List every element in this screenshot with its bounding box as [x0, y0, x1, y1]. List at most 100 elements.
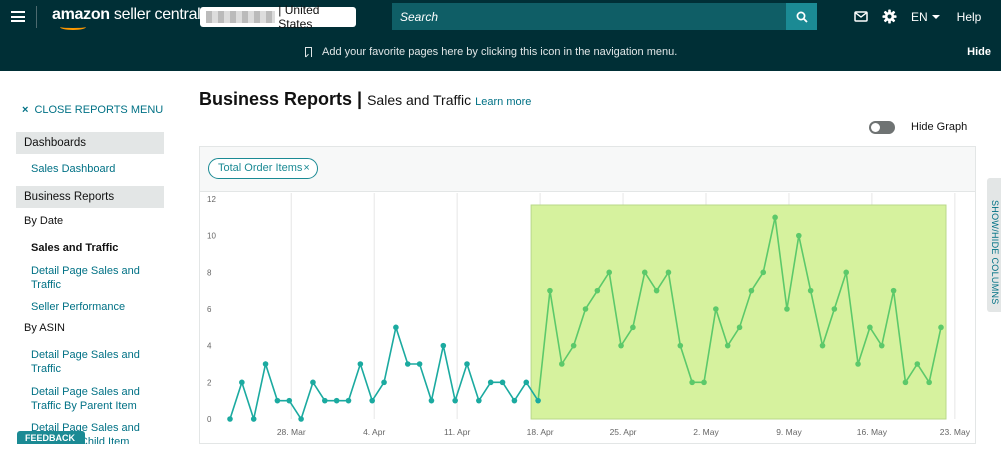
data-point	[630, 324, 636, 331]
y-tick-label: 8	[207, 268, 212, 277]
data-point	[547, 287, 553, 294]
data-point	[393, 324, 399, 331]
data-point	[760, 269, 767, 276]
logo-smile-icon	[60, 24, 86, 30]
show-hide-columns-label: SHOW/HIDE COLUMNS	[990, 200, 1000, 305]
data-point	[570, 342, 577, 349]
sidebar-item-sales-traffic-by-parent[interactable]: Detail Page Sales and Traffic By Parent …	[31, 386, 140, 412]
data-point	[499, 379, 506, 386]
sidebar-item-detail-page-sales-traffic[interactable]: Detail Page Sales and Traffic	[31, 265, 140, 291]
data-point	[239, 379, 245, 386]
data-point	[523, 379, 530, 386]
data-point	[867, 324, 873, 331]
data-point	[606, 269, 612, 276]
y-tick-label: 10	[207, 232, 216, 241]
divider	[36, 5, 37, 28]
search-input[interactable]	[392, 3, 786, 30]
sidebar-group-by-date: By Date	[24, 215, 64, 227]
data-point	[428, 397, 435, 404]
page-title: Business Reports | Sales and Traffic Lea…	[199, 89, 531, 110]
close-reports-menu-link[interactable]: × CLOSE REPORTS MENU	[22, 104, 163, 116]
data-point	[262, 361, 269, 367]
close-icon[interactable]: ×	[303, 162, 310, 174]
sidebar-item-seller-performance[interactable]: Seller Performance	[31, 301, 126, 313]
data-point	[582, 306, 589, 312]
y-tick-label: 2	[207, 378, 212, 387]
series-line-normal	[229, 324, 539, 423]
data-point	[796, 232, 802, 239]
reports-sidebar: × CLOSE REPORTS MENU Dashboards Sales Das…	[16, 71, 164, 444]
data-point	[736, 324, 743, 331]
hide-favorites-button[interactable]: Hide	[967, 46, 991, 58]
x-tick-label: 25. Apr	[610, 427, 637, 437]
data-point	[250, 416, 257, 422]
data-point	[476, 397, 482, 404]
hamburger-menu-button[interactable]	[0, 0, 36, 33]
data-point	[843, 269, 849, 276]
data-point	[298, 416, 304, 422]
data-point	[535, 397, 541, 404]
data-point	[831, 306, 838, 312]
language-selector[interactable]: EN	[911, 10, 940, 24]
toggle-knob	[871, 123, 880, 132]
search-icon	[796, 11, 808, 23]
data-point	[641, 269, 648, 276]
metric-chip-label: Total Order Items	[218, 162, 303, 174]
data-point	[938, 324, 944, 331]
data-point	[819, 342, 826, 349]
x-tick-label: 23. May	[940, 427, 971, 437]
data-point	[914, 361, 921, 367]
marketplace-selector[interactable]: | United States	[200, 3, 356, 31]
seller-central-logo[interactable]: amazon seller central	[52, 0, 201, 33]
sidebar-item-sales-and-traffic[interactable]: Sales and Traffic	[31, 242, 119, 254]
favorites-message: Add your favorite pages here by clicking…	[322, 46, 678, 58]
feedback-button[interactable]: FEEDBACK ✕	[17, 431, 85, 457]
hide-graph-toggle[interactable]	[869, 121, 895, 134]
logo-product: seller central	[109, 6, 201, 23]
help-link[interactable]: Help	[956, 9, 982, 24]
show-hide-columns-tab[interactable]	[987, 178, 1001, 312]
data-point	[665, 269, 672, 276]
data-point	[310, 379, 316, 386]
x-tick-label: 9. May	[776, 427, 802, 437]
data-point	[902, 379, 909, 386]
data-point	[713, 306, 719, 312]
search-button[interactable]	[786, 3, 817, 30]
data-point	[890, 287, 897, 294]
data-point	[487, 379, 494, 386]
marketplace-label: | United States	[278, 2, 320, 31]
settings-button[interactable]	[881, 9, 897, 25]
y-tick-label: 12	[207, 195, 216, 204]
data-point	[322, 397, 328, 404]
sidebar-item-sales-dashboard[interactable]: Sales Dashboard	[31, 163, 116, 175]
redacted-account-name	[206, 10, 276, 23]
logo-brand: amazon	[52, 6, 110, 23]
data-point	[653, 287, 660, 294]
x-tick-label: 4. Apr	[363, 427, 385, 437]
sidebar-item-asin-detail-page-sales-traffic[interactable]: Detail Page Sales and Traffic	[31, 349, 140, 375]
mail-button[interactable]	[853, 9, 869, 25]
data-point	[618, 342, 624, 349]
data-point	[724, 342, 731, 349]
data-point	[677, 342, 684, 349]
top-navigation-bar: amazon seller central | United States	[0, 0, 1001, 33]
data-point	[511, 397, 518, 404]
data-point	[926, 379, 932, 386]
learn-more-link[interactable]: Learn more	[475, 96, 532, 108]
x-tick-label: 18. Apr	[527, 427, 554, 437]
close-icon: ×	[22, 104, 29, 116]
search-bar	[392, 3, 817, 30]
data-point	[748, 287, 755, 294]
metric-chip-total-order-items[interactable]: Total Order Items×	[208, 158, 318, 179]
data-point	[227, 416, 233, 422]
hide-graph-label: Hide Graph	[911, 121, 968, 133]
data-point	[855, 361, 861, 367]
data-point	[333, 397, 340, 404]
graph-panel-header: Total Order Items×	[200, 147, 975, 192]
data-point	[286, 397, 293, 404]
data-point	[381, 379, 387, 386]
gear-icon	[881, 9, 897, 24]
highlighted-range	[530, 204, 947, 420]
data-point	[274, 397, 281, 404]
language-label: EN	[911, 9, 928, 24]
